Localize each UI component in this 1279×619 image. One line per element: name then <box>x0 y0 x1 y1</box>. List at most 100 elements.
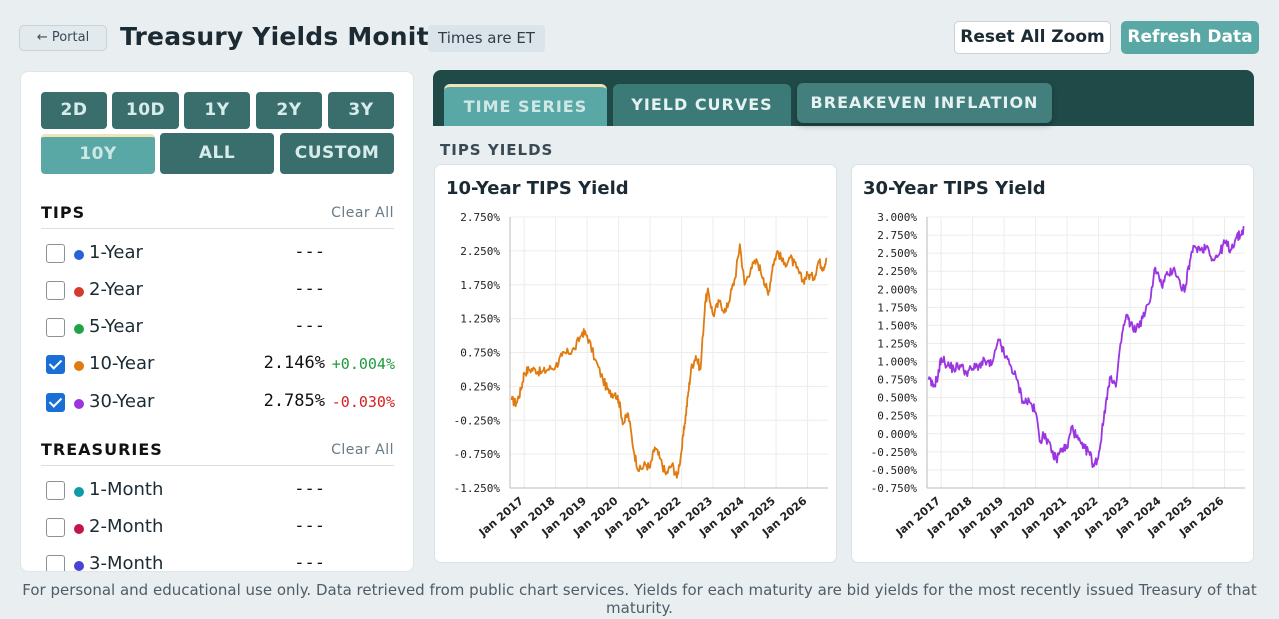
series-row-treasury-2-month[interactable]: 2-Month --- <box>45 513 395 543</box>
checkbox[interactable] <box>46 555 65 571</box>
series-color-dot <box>74 399 84 409</box>
chart-title: 10-Year TIPS Yield <box>446 178 629 199</box>
checkbox[interactable] <box>46 244 65 263</box>
y-tick-label: -1.250% <box>454 482 501 495</box>
portal-back-button[interactable]: ← Portal <box>19 25 107 51</box>
chart-10-year-tips[interactable]: 2.750% 2.250% 1.750% 1.250% 0.750% 0.250% -0.2… <box>435 205 838 560</box>
series-line <box>510 243 828 479</box>
series-label: 10-Year <box>89 353 155 374</box>
timezone-badge: Times are ET <box>428 25 545 52</box>
y-tick-label: 0.250% <box>877 410 917 423</box>
y-tick-label: -0.250% <box>871 446 918 459</box>
range-button-2y[interactable]: 2Y <box>256 92 322 129</box>
series-label: 2-Year <box>89 279 143 300</box>
series-value: --- <box>294 516 325 536</box>
checkbox[interactable] <box>46 518 65 537</box>
series-value: --- <box>294 479 325 499</box>
range-button-10y[interactable]: 10Y <box>41 134 155 174</box>
series-row-tips-30-year[interactable]: 30-Year 2.785% -0.030% <box>45 388 395 418</box>
series-row-tips-2-year[interactable]: 2-Year --- <box>45 276 395 306</box>
range-button-10d[interactable]: 10D <box>112 92 179 129</box>
checkbox-checked[interactable] <box>46 393 65 412</box>
treasuries-section-title: TREASURIES <box>41 440 163 459</box>
y-tick-label: 2.750% <box>877 229 917 242</box>
main-panel: TIME SERIES YIELD CURVES BREAKEVEN INFLA… <box>433 70 1254 572</box>
checkbox[interactable] <box>46 318 65 337</box>
treasuries-section-header: TREASURIES Clear All <box>41 440 394 466</box>
series-value: --- <box>294 242 325 262</box>
series-color-dot <box>74 524 84 534</box>
chart-title: 30-Year TIPS Yield <box>863 178 1046 199</box>
y-tick-label: 0.000% <box>877 428 917 441</box>
y-tick-label: 1.250% <box>460 313 500 326</box>
y-tick-label: 2.000% <box>877 283 917 296</box>
series-value: 2.785% <box>263 391 325 411</box>
series-value: 2.146% <box>263 353 325 373</box>
treasuries-clear-all-link[interactable]: Clear All <box>331 442 394 458</box>
series-label: 1-Month <box>89 479 164 500</box>
series-label: 5-Year <box>89 316 143 337</box>
series-sidebar: 2D 10D 1Y 2Y 3Y 10Y ALL CUSTOM TIPS Clea… <box>20 71 414 572</box>
y-tick-label: -0.750% <box>871 482 918 495</box>
top-bar: ← Portal Treasury Yields Monitor Times a… <box>0 0 1279 70</box>
tab-bar: TIME SERIES YIELD CURVES BREAKEVEN INFLA… <box>433 70 1254 126</box>
series-change: -0.030% <box>331 393 395 411</box>
series-value: --- <box>294 279 325 299</box>
footer-disclaimer: For personal and educational use only. D… <box>22 581 1257 617</box>
checkbox[interactable] <box>46 481 65 500</box>
y-tick-label: 1.500% <box>877 319 917 332</box>
range-button-1y[interactable]: 1Y <box>184 92 250 129</box>
series-label: 2-Month <box>89 516 164 537</box>
tips-section-header: TIPS Clear All <box>41 203 394 229</box>
y-tick-label: -0.500% <box>871 464 918 477</box>
series-row-treasury-3-month[interactable]: 3-Month --- <box>45 550 395 572</box>
range-button-2d[interactable]: 2D <box>41 92 107 129</box>
y-tick-label: -0.750% <box>454 448 501 461</box>
tab-time-series[interactable]: TIME SERIES <box>444 84 607 126</box>
refresh-data-button[interactable]: Refresh Data <box>1121 21 1259 54</box>
series-row-tips-1-year[interactable]: 1-Year --- <box>45 239 395 269</box>
series-line <box>927 226 1245 468</box>
series-label: 30-Year <box>89 391 155 412</box>
checkbox[interactable] <box>46 281 65 300</box>
y-tick-label: 0.750% <box>460 347 500 360</box>
y-tick-label: 1.750% <box>877 301 917 314</box>
y-tick-label: 1.250% <box>877 337 917 350</box>
series-color-dot <box>74 324 84 334</box>
series-label: 3-Month <box>89 553 164 572</box>
y-tick-label: 0.750% <box>877 374 917 387</box>
y-tick-label: 0.500% <box>877 392 917 405</box>
series-value: --- <box>294 316 325 336</box>
y-tick-label: 2.250% <box>877 265 917 278</box>
chart-card-10-year: 10-Year TIPS Yield 2.750% 2.250% 1.750% 1.2… <box>434 164 837 563</box>
section-subtitle: TIPS YIELDS <box>440 141 554 159</box>
series-value: --- <box>294 553 325 572</box>
page-title: Treasury Yields Monitor <box>120 22 459 51</box>
chart-30-year-tips[interactable]: 3.000% 2.750% 2.500% 2.250% 2.000% 1.750% 1.50… <box>852 205 1255 560</box>
tips-section-title: TIPS <box>41 203 86 222</box>
series-row-tips-10-year[interactable]: 10-Year 2.146% +0.004% <box>45 350 395 380</box>
y-tick-label: 3.000% <box>877 211 917 224</box>
reset-zoom-button[interactable]: Reset All Zoom <box>954 21 1111 54</box>
series-color-dot <box>74 487 84 497</box>
tips-clear-all-link[interactable]: Clear All <box>331 205 394 221</box>
y-tick-label: 0.250% <box>460 380 500 393</box>
y-tick-label: 2.750% <box>460 211 500 224</box>
series-color-dot <box>74 287 84 297</box>
chart-card-30-year: 30-Year TIPS Yield 3.000% 2.750% 2.500% 2.2… <box>851 164 1254 563</box>
y-tick-label: 1.750% <box>460 279 500 292</box>
y-tick-label: -0.250% <box>454 414 501 427</box>
series-row-treasury-1-month[interactable]: 1-Month --- <box>45 476 395 506</box>
y-tick-label: 2.250% <box>460 245 500 258</box>
series-color-dot <box>74 361 84 371</box>
series-color-dot <box>74 561 84 571</box>
range-button-custom[interactable]: CUSTOM <box>280 133 394 174</box>
range-button-3y[interactable]: 3Y <box>328 92 394 129</box>
series-row-tips-5-year[interactable]: 5-Year --- <box>45 313 395 343</box>
range-button-all[interactable]: ALL <box>160 133 274 174</box>
tab-yield-curves[interactable]: YIELD CURVES <box>613 84 791 126</box>
y-tick-label: 2.500% <box>877 247 917 260</box>
checkbox-checked[interactable] <box>46 355 65 374</box>
tab-breakeven-inflation[interactable]: BREAKEVEN INFLATION <box>797 83 1052 123</box>
series-change: +0.004% <box>331 355 395 373</box>
